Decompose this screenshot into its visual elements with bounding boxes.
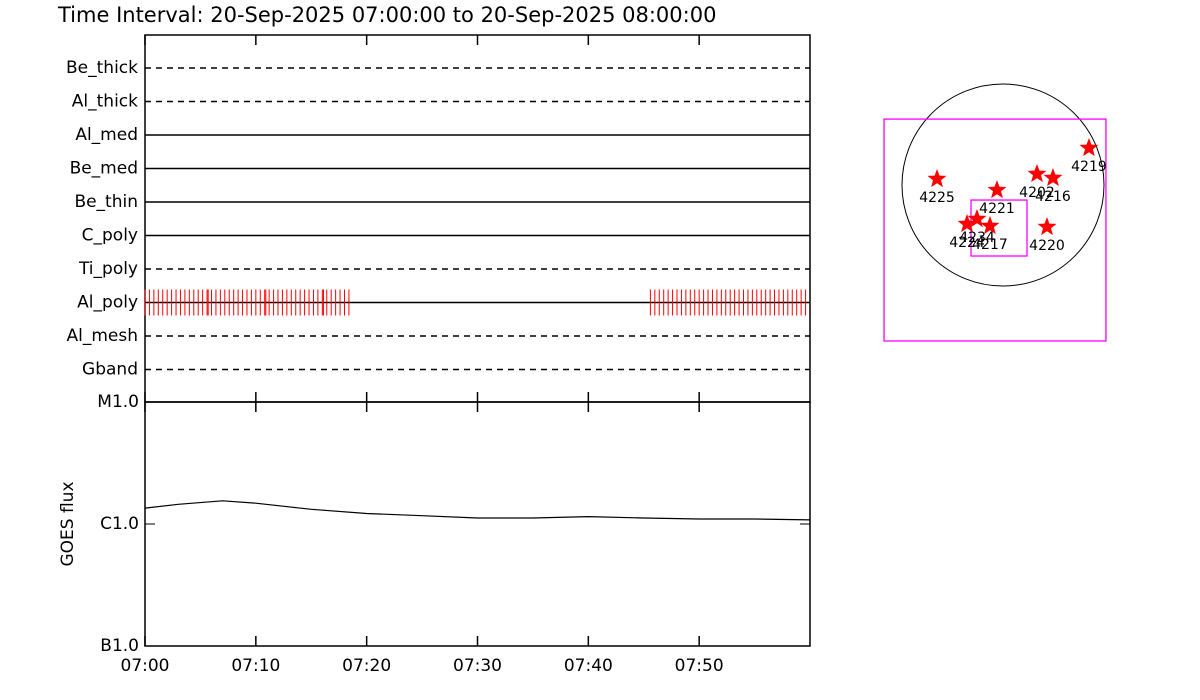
region-marker (957, 214, 977, 233)
y-tick-label: B1.0 (100, 636, 139, 656)
filter-label: Gband (82, 360, 138, 380)
y-tick-label: M1.0 (97, 392, 139, 412)
region-label: 4217 (972, 237, 1008, 253)
region-label: 4234 (959, 230, 995, 246)
chart-title: Time Interval: 20-Sep-2025 07:00:00 to 2… (57, 3, 716, 27)
y-axis-label: GOES flux (58, 481, 78, 566)
goes-frame (144, 401, 811, 647)
region-marker (987, 180, 1007, 199)
x-tick-label: 07:30 (453, 656, 502, 676)
filter-label: Be_thick (66, 58, 138, 78)
region-label: 4219 (1071, 159, 1107, 175)
filter-label: Al_thick (72, 92, 138, 112)
x-tick-label: 07:50 (675, 656, 724, 676)
x-tick-label: 07:00 (121, 656, 170, 676)
region-label: 4216 (1035, 189, 1071, 205)
x-tick-label: 07:10 (231, 656, 280, 676)
region-marker (967, 209, 987, 228)
filter-label: Be_med (70, 159, 138, 179)
region-marker (927, 169, 947, 188)
region-marker (1043, 168, 1063, 186)
x-tick-label: 07:20 (342, 656, 391, 676)
region-label: 4202 (1019, 185, 1055, 201)
filter-label: C_poly (82, 226, 138, 246)
fov-box (883, 118, 1107, 342)
region-label: 4224 (949, 235, 985, 251)
region-label: 4225 (919, 190, 955, 206)
filter-label: Al_mesh (66, 326, 138, 346)
filter-label: Al_med (75, 125, 138, 145)
x-tick-label: 07:40 (564, 656, 613, 676)
region-marker (1079, 138, 1099, 157)
filter-label: Al_poly (77, 293, 138, 313)
y-tick-label: C1.0 (100, 514, 139, 534)
region-marker (980, 216, 1000, 235)
timeline-frame (144, 34, 811, 403)
filter-label: Ti_poly (78, 259, 138, 279)
region-marker (1037, 217, 1057, 236)
solar-disk (901, 83, 1105, 287)
region-label: 4221 (979, 201, 1015, 217)
filter-label: Be_thin (74, 192, 138, 212)
region-label: 4220 (1029, 238, 1065, 254)
region-marker (1027, 164, 1047, 182)
goes-curve (144, 500, 811, 521)
